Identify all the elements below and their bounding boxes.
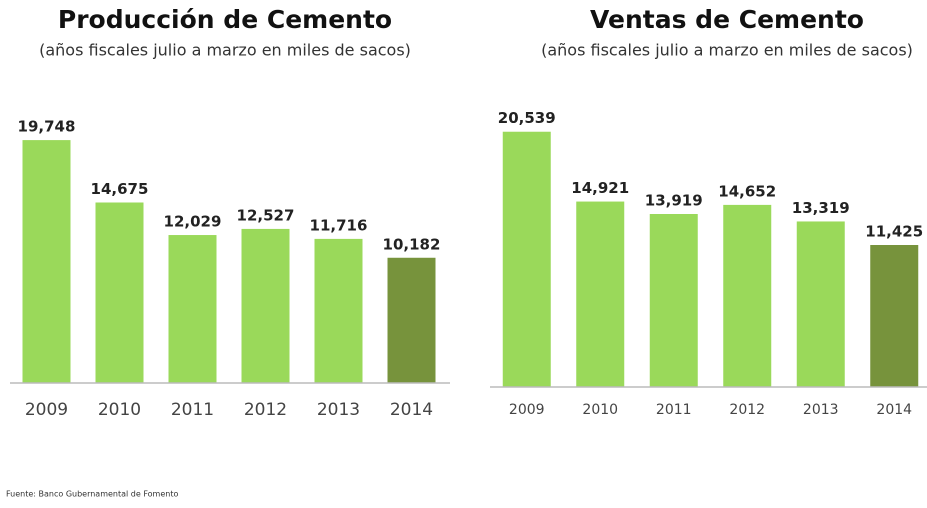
x-tick-label: 2009	[25, 400, 68, 420]
x-tick-label: 2013	[803, 402, 839, 418]
bar	[649, 214, 698, 387]
x-tick-label: 2014	[390, 400, 433, 420]
x-tick-label: 2010	[582, 402, 618, 418]
x-tick-label: 2011	[171, 400, 214, 420]
bar	[576, 201, 625, 387]
bar	[22, 140, 71, 383]
data-label: 19,748	[18, 118, 76, 136]
data-label: 12,527	[237, 206, 295, 224]
x-tick-label: 2014	[876, 402, 912, 418]
data-label: 14,652	[718, 182, 776, 200]
x-tick-label: 2009	[509, 402, 545, 418]
bar	[502, 131, 551, 387]
x-tick-label: 2013	[317, 400, 360, 420]
source-note: Fuente: Banco Gubernamental de Fomento	[6, 490, 178, 499]
x-tick-label: 2011	[656, 402, 692, 418]
chart-subtitle: (años fiscales julio a marzo en miles de…	[39, 41, 411, 60]
bar	[168, 235, 217, 383]
chart-title: Producción de Cemento	[58, 5, 392, 34]
data-label: 10,182	[383, 235, 441, 253]
bar	[387, 257, 436, 383]
x-tick-label: 2010	[98, 400, 141, 420]
chart-subtitle: (años fiscales julio a marzo en miles de…	[541, 41, 913, 60]
chart-title: Ventas de Cemento	[590, 5, 864, 34]
data-label: 11,425	[865, 223, 923, 241]
data-label: 13,319	[792, 199, 850, 217]
data-label: 13,919	[645, 192, 703, 210]
x-tick-label: 2012	[729, 402, 765, 418]
data-label: 11,716	[310, 216, 368, 234]
data-label: 12,029	[164, 213, 222, 231]
data-label: 14,921	[571, 179, 629, 197]
data-label: 20,539	[498, 109, 556, 127]
bar	[95, 202, 144, 383]
bar	[241, 228, 290, 383]
bar	[723, 204, 772, 387]
x-tick-label: 2012	[244, 400, 287, 420]
data-label: 14,675	[91, 180, 149, 198]
bar	[870, 245, 919, 387]
bar	[314, 238, 363, 383]
bar	[796, 221, 845, 387]
